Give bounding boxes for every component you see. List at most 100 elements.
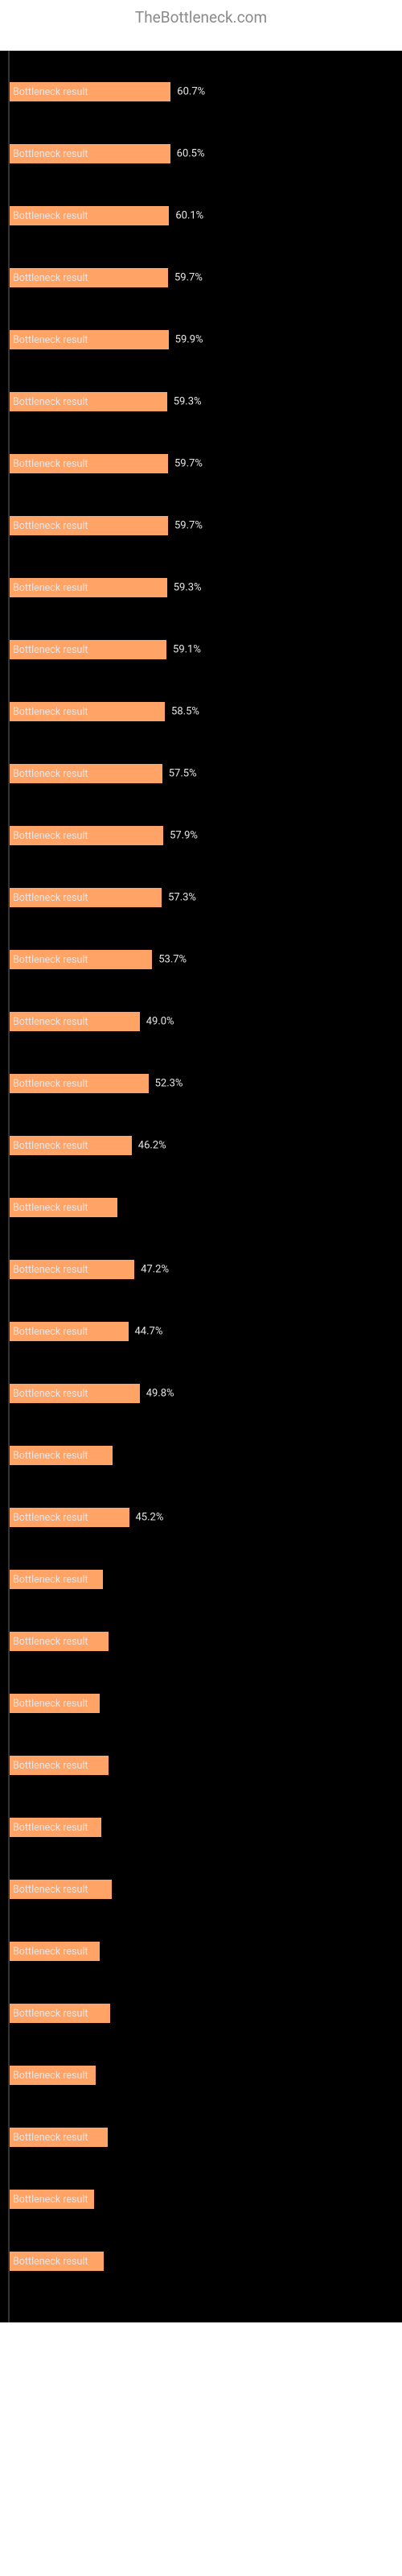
- bar-group: Bottleneck result59.7%: [10, 253, 402, 287]
- bar-group: Bottleneck result59.7%: [10, 439, 402, 473]
- bar-group: Bottleneck result57.5%: [10, 749, 402, 783]
- bar-row: Bottleneck result57.5%: [10, 764, 402, 783]
- bar-group: Bottleneck result: [10, 1802, 402, 1837]
- site-header-link[interactable]: TheBottleneck.com: [0, 0, 402, 51]
- bar-row: Bottleneck result: [10, 2190, 402, 2209]
- bar: [10, 2252, 104, 2271]
- bar-row: Bottleneck result53.7%: [10, 950, 402, 969]
- bar-group: Bottleneck result: [10, 1678, 402, 1713]
- bar-value-label: 57.9%: [170, 830, 198, 842]
- bar-track: 47.2%: [10, 1260, 275, 1279]
- bar-track: [10, 1880, 275, 1899]
- bar-value-label: 60.5%: [177, 148, 205, 160]
- bar: [10, 1942, 100, 1961]
- bar-row: Bottleneck result44.7%: [10, 1322, 402, 1341]
- bar: [10, 1136, 132, 1155]
- bar-track: 57.5%: [10, 764, 275, 783]
- bar: [10, 1012, 140, 1031]
- bar-row: Bottleneck result60.7%: [10, 82, 402, 101]
- bar: [10, 2128, 108, 2147]
- bar-track: 60.1%: [10, 206, 275, 225]
- bar: [10, 206, 169, 225]
- bar-track: [10, 2066, 275, 2085]
- bar-group: Bottleneck result49.8%: [10, 1368, 402, 1403]
- bar-group: Bottleneck result53.7%: [10, 935, 402, 969]
- bar-row: Bottleneck result49.8%: [10, 1384, 402, 1403]
- bar-track: 46.2%: [10, 1136, 275, 1155]
- bar-row: Bottleneck result: [10, 2066, 402, 2085]
- bar-row: Bottleneck result: [10, 1198, 402, 1217]
- bar-track: 59.9%: [10, 330, 275, 349]
- bar-row: Bottleneck result59.9%: [10, 330, 402, 349]
- bar: [10, 1756, 109, 1775]
- bar-track: [10, 1694, 275, 1713]
- bar-row: Bottleneck result: [10, 1694, 402, 1713]
- bar-value-label: 59.7%: [174, 520, 203, 532]
- bar-group: Bottleneck result: [10, 2050, 402, 2085]
- bar-group: Bottleneck result: [10, 2236, 402, 2271]
- bar-group: Bottleneck result: [10, 2112, 402, 2147]
- bar-row: Bottleneck result60.1%: [10, 206, 402, 225]
- bar: [10, 1198, 117, 1217]
- bar-value-label: 59.7%: [174, 272, 203, 284]
- bar: [10, 764, 162, 783]
- bar-value-label: 57.5%: [169, 768, 197, 780]
- bar: [10, 1260, 134, 1279]
- bar-group: Bottleneck result: [10, 1554, 402, 1589]
- bar-track: [10, 2252, 275, 2271]
- bar-value-label: 44.7%: [135, 1326, 163, 1338]
- bar-track: 59.7%: [10, 516, 275, 535]
- bar-track: 59.7%: [10, 268, 275, 287]
- bar-track: 58.5%: [10, 702, 275, 721]
- bar: [10, 2004, 110, 2023]
- bar-row: Bottleneck result46.2%: [10, 1136, 402, 1155]
- bar-row: Bottleneck result59.7%: [10, 268, 402, 287]
- bar-row: Bottleneck result: [10, 1818, 402, 1837]
- bar-track: 52.3%: [10, 1074, 275, 1093]
- bar-row: Bottleneck result59.1%: [10, 640, 402, 659]
- bar-track: [10, 1570, 275, 1589]
- bar: [10, 702, 165, 721]
- bar-track: 59.7%: [10, 454, 275, 473]
- bar-value-label: 46.2%: [138, 1140, 166, 1152]
- bar-group: Bottleneck result60.1%: [10, 191, 402, 225]
- bar-value-label: 59.3%: [174, 582, 202, 594]
- bar-track: 59.3%: [10, 392, 275, 411]
- bar-track: [10, 1198, 275, 1217]
- bar-row: Bottleneck result: [10, 1942, 402, 1961]
- bar-row: Bottleneck result: [10, 2128, 402, 2147]
- bar-value-label: 47.2%: [141, 1264, 169, 1276]
- bar: [10, 578, 167, 597]
- bar-group: Bottleneck result59.3%: [10, 563, 402, 597]
- bar-track: 57.9%: [10, 826, 275, 845]
- bar-row: Bottleneck result: [10, 1880, 402, 1899]
- bar-group: Bottleneck result: [10, 1864, 402, 1899]
- bar: [10, 1694, 100, 1713]
- bar: [10, 454, 168, 473]
- bar-group: Bottleneck result46.2%: [10, 1121, 402, 1155]
- bar: [10, 2066, 96, 2085]
- bar-track: [10, 1446, 275, 1465]
- bar-row: Bottleneck result59.3%: [10, 578, 402, 597]
- bar-group: Bottleneck result52.3%: [10, 1059, 402, 1093]
- bar-row: Bottleneck result: [10, 2004, 402, 2023]
- bar-track: 60.7%: [10, 82, 275, 101]
- bar-group: Bottleneck result: [10, 1430, 402, 1465]
- bar-track: [10, 2190, 275, 2209]
- bar: [10, 640, 166, 659]
- bar-track: [10, 1756, 275, 1775]
- bar-value-label: 45.2%: [136, 1512, 164, 1524]
- bar-group: Bottleneck result44.7%: [10, 1307, 402, 1341]
- bar-track: 57.3%: [10, 888, 275, 907]
- bar-value-label: 52.3%: [155, 1078, 183, 1090]
- bar-track: [10, 2128, 275, 2147]
- bar-group: Bottleneck result: [10, 2174, 402, 2209]
- bar-value-label: 58.5%: [171, 706, 199, 718]
- bar-group: Bottleneck result60.7%: [10, 67, 402, 101]
- bar: [10, 1508, 129, 1527]
- bar-group: Bottleneck result58.5%: [10, 687, 402, 721]
- bar-row: Bottleneck result: [10, 1632, 402, 1651]
- bar-row: Bottleneck result: [10, 1756, 402, 1775]
- bar: [10, 1384, 140, 1403]
- bar-group: Bottleneck result45.2%: [10, 1492, 402, 1527]
